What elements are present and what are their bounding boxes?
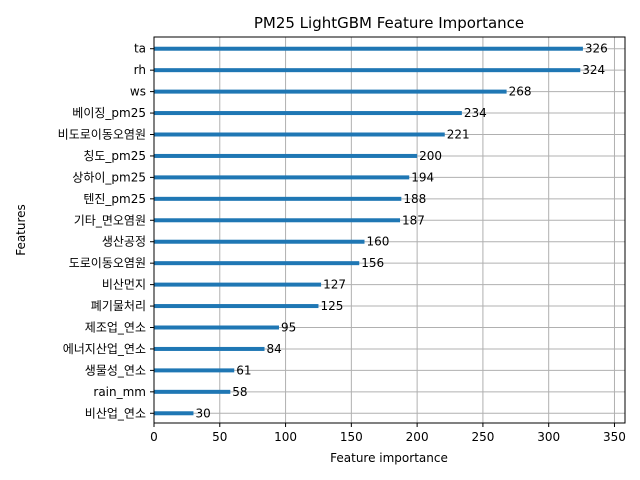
x-ticks: 0 50 100 150 200 250 300 350 xyxy=(150,423,626,444)
x-tick-label: 50 xyxy=(212,430,227,444)
bar xyxy=(154,389,231,394)
bar xyxy=(154,261,360,266)
y-tick-label: 비산먼지 xyxy=(102,278,146,292)
y-tick-label: rh xyxy=(134,63,146,77)
y-tick-label: 폐기물처리 xyxy=(91,299,146,313)
bar xyxy=(154,325,279,330)
bar xyxy=(154,46,583,51)
bar-value-label: 324 xyxy=(582,63,605,77)
bar-value-label: 127 xyxy=(323,278,346,292)
x-tick-label: 150 xyxy=(340,430,363,444)
y-tick-label: 도로이동오염원 xyxy=(69,256,146,270)
y-tick-label: ta xyxy=(134,42,146,56)
plot-frame xyxy=(153,36,626,424)
bar-value-label: 221 xyxy=(447,128,470,142)
y-tick-label: ws xyxy=(130,85,146,99)
bar-layer: 326 324 268 234 221 200 194 188 187 160 156 127 125 9… xyxy=(154,42,608,420)
y-tick-label: 비산업_연소 xyxy=(85,406,146,420)
y-tick-label: rain_mm xyxy=(93,385,146,399)
bar-value-label: 188 xyxy=(403,192,426,206)
x-tick-label: 300 xyxy=(537,430,560,444)
y-tick-label: 칭도_pm25 xyxy=(83,149,146,163)
y-axis-label: Features xyxy=(14,204,28,256)
bar xyxy=(154,239,365,244)
y-tick-label: 비도로이동오염원 xyxy=(58,128,146,142)
y-tick-label: 텐진_pm25 xyxy=(83,192,146,206)
bar-value-label: 156 xyxy=(361,256,384,270)
x-tick-label: 350 xyxy=(603,430,626,444)
bar xyxy=(154,196,402,201)
bar-value-label: 30 xyxy=(195,406,210,420)
bar xyxy=(154,175,410,180)
bar-value-label: 160 xyxy=(367,235,390,249)
y-tick-label: 제조업_연소 xyxy=(85,321,146,335)
chart-title: PM25 LightGBM Feature Importance xyxy=(254,14,524,32)
bar-value-label: 326 xyxy=(585,42,608,56)
y-tick-label: 에너지산업_연소 xyxy=(63,342,146,356)
x-tick-label: 250 xyxy=(471,430,494,444)
bar-value-label: 84 xyxy=(267,342,282,356)
bar-value-label: 58 xyxy=(232,385,247,399)
y-tick-label: 상하이_pm25 xyxy=(72,170,146,184)
bar-value-label: 187 xyxy=(402,213,425,227)
bar-value-label: 234 xyxy=(464,106,487,120)
bar xyxy=(154,368,235,373)
bar xyxy=(154,153,418,158)
bar-value-label: 268 xyxy=(509,85,532,99)
x-tick-label: 200 xyxy=(406,430,429,444)
x-tick-label: 100 xyxy=(274,430,297,444)
x-axis-label: Feature importance xyxy=(330,451,448,465)
bar xyxy=(154,111,462,116)
bar xyxy=(154,68,581,73)
grid-layer xyxy=(153,37,625,423)
bar-value-label: 200 xyxy=(419,149,442,163)
bar xyxy=(154,132,445,137)
bar-value-label: 61 xyxy=(236,363,251,377)
bar-value-label: 194 xyxy=(411,170,434,184)
y-tick-label: 생물성_연소 xyxy=(85,363,146,377)
bar xyxy=(154,282,322,287)
bar-value-label: 95 xyxy=(281,321,296,335)
bar-value-label: 125 xyxy=(320,299,343,313)
x-tick-label: 0 xyxy=(150,430,158,444)
bar xyxy=(154,411,194,416)
y-tick-label: 생산공정 xyxy=(102,235,146,249)
bar xyxy=(154,218,401,223)
y-tick-label: 기타_면오염원 xyxy=(74,213,146,227)
bar xyxy=(154,304,319,309)
y-tick-label: 베이징_pm25 xyxy=(72,106,146,120)
bar xyxy=(154,346,265,351)
bar xyxy=(154,89,507,94)
